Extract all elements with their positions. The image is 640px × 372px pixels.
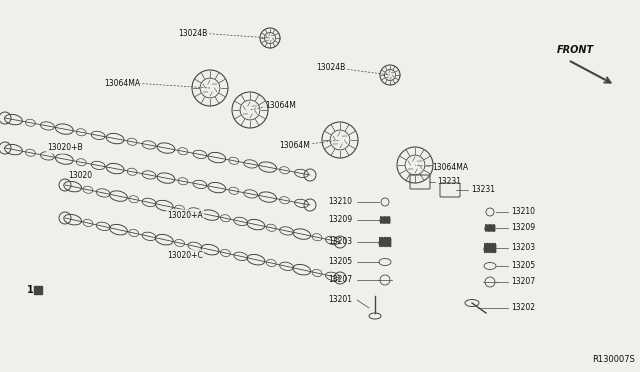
Text: 13205: 13205 bbox=[328, 257, 352, 266]
Text: 13064MA: 13064MA bbox=[104, 78, 140, 87]
Text: 13205: 13205 bbox=[511, 262, 535, 270]
Text: 1: 1 bbox=[27, 285, 33, 295]
Text: 13207: 13207 bbox=[328, 276, 352, 285]
Text: 13209: 13209 bbox=[511, 224, 535, 232]
Text: 13231: 13231 bbox=[471, 186, 495, 195]
Text: 13201: 13201 bbox=[328, 295, 352, 305]
Text: 13020+A: 13020+A bbox=[167, 211, 203, 219]
Text: 13020+C: 13020+C bbox=[167, 250, 203, 260]
Text: 13210: 13210 bbox=[511, 208, 535, 217]
Text: 13064M: 13064M bbox=[279, 141, 310, 150]
Text: 13209: 13209 bbox=[328, 215, 352, 224]
Text: 13020: 13020 bbox=[68, 170, 92, 180]
Text: 13202: 13202 bbox=[511, 304, 535, 312]
Text: 13210: 13210 bbox=[328, 198, 352, 206]
Text: FRONT: FRONT bbox=[556, 45, 593, 55]
Text: 13064M: 13064M bbox=[265, 100, 296, 109]
Text: 13064MA: 13064MA bbox=[432, 164, 468, 173]
Text: 13203: 13203 bbox=[511, 244, 535, 253]
Text: 13231: 13231 bbox=[437, 177, 461, 186]
Text: R130007S: R130007S bbox=[592, 355, 635, 364]
Text: 13207: 13207 bbox=[511, 278, 535, 286]
Text: 13024B: 13024B bbox=[178, 29, 207, 38]
Text: 13024B: 13024B bbox=[316, 64, 345, 73]
Bar bbox=[34, 286, 42, 294]
Text: 13203: 13203 bbox=[328, 237, 352, 247]
Text: 13020+B: 13020+B bbox=[47, 144, 83, 153]
